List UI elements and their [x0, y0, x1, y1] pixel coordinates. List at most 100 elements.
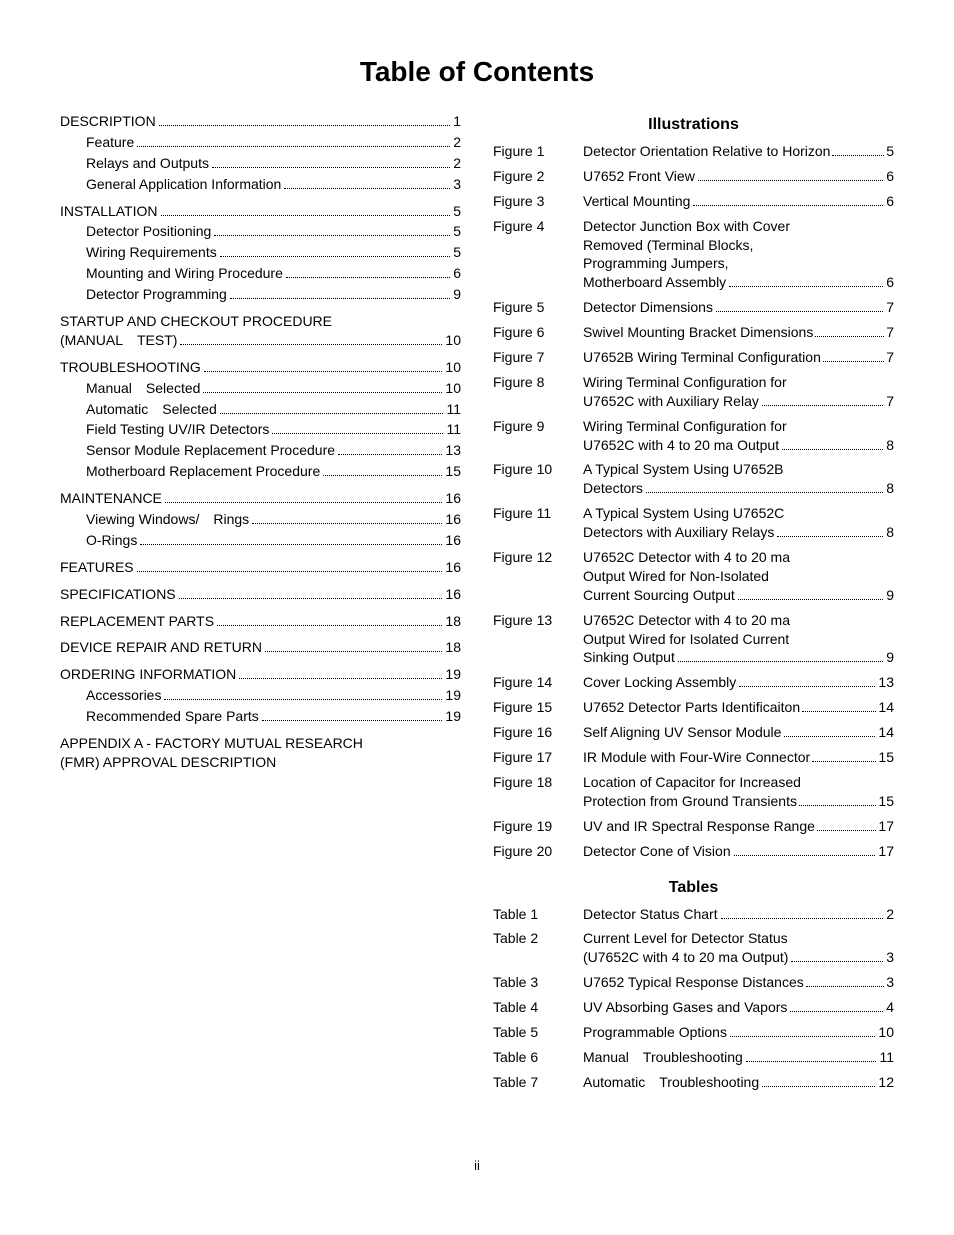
figure-row: Figure 18Location of Capacitor for Incre… — [493, 773, 894, 811]
toc-page: 3 — [453, 175, 461, 194]
figure-body: U7652C Detector with 4 to 20 maOutput Wi… — [583, 548, 894, 605]
leader — [762, 1086, 875, 1087]
toc-page: 13 — [445, 441, 461, 460]
figure-text: UV and IR Spectral Response Range — [583, 817, 815, 836]
leader — [817, 830, 877, 831]
page-number: ii — [60, 1158, 894, 1173]
toc-label: Detector Positioning — [86, 222, 211, 241]
table-page: 10 — [878, 1023, 894, 1042]
toc-entry: General Application Information3 — [60, 175, 461, 194]
toc-label: Wiring Requirements — [86, 243, 217, 262]
table-row: Table 5Programmable Options10 — [493, 1023, 894, 1042]
toc-label: Feature — [86, 133, 134, 152]
figure-text: Detectors — [583, 479, 643, 498]
figure-text: Self Aligning UV Sensor Module — [583, 723, 781, 742]
figure-key: Figure 5 — [493, 298, 583, 317]
figure-body: Cover Locking Assembly13 — [583, 673, 894, 692]
leader — [140, 543, 442, 545]
toc-label: REPLACEMENT PARTS — [60, 612, 214, 631]
figure-key: Figure 6 — [493, 323, 583, 342]
figure-row: Figure 5Detector Dimensions7 — [493, 298, 894, 317]
leader — [137, 570, 443, 572]
figure-text: Detector Cone of Vision — [583, 842, 731, 861]
figure-row: Figure 1Detector Orientation Relative to… — [493, 142, 894, 161]
figure-text: A Typical System Using U7652B — [583, 460, 894, 479]
figure-text: Output Wired for Non-Isolated — [583, 567, 894, 586]
toc-entry: Feature2 — [60, 133, 461, 152]
table-row: Table 1Detector Status Chart2 — [493, 905, 894, 924]
figure-key: Figure 10 — [493, 460, 583, 498]
figure-text: U7652 Front View — [583, 167, 695, 186]
figure-key: Figure 13 — [493, 611, 583, 668]
figure-text: U7652C with Auxiliary Relay — [583, 392, 759, 411]
page-title: Table of Contents — [60, 56, 894, 88]
figure-body: A Typical System Using U7652CDetectors w… — [583, 504, 894, 542]
toc-entry: FEATURES16 — [60, 558, 461, 577]
toc-entry: Relays and Outputs2 — [60, 154, 461, 173]
figure-row: Figure 19UV and IR Spectral Response Ran… — [493, 817, 894, 836]
figure-key: Figure 7 — [493, 348, 583, 367]
table-text: UV Absorbing Gases and Vapors — [583, 998, 787, 1017]
appendix-line1: APPENDIX A - FACTORY MUTUAL RESEARCH — [60, 734, 461, 753]
table-key: Table 5 — [493, 1023, 583, 1042]
figure-body: IR Module with Four-Wire Connector15 — [583, 748, 894, 767]
figure-page: 7 — [886, 348, 894, 367]
leader — [262, 719, 443, 721]
leader — [323, 474, 442, 476]
figure-body: UV and IR Spectral Response Range17 — [583, 817, 894, 836]
table-body: Manual Troubleshooting11 — [583, 1048, 894, 1067]
leader — [137, 145, 450, 147]
leader — [730, 1036, 875, 1037]
figure-text: Swivel Mounting Bracket Dimensions — [583, 323, 813, 342]
toc-entry: REPLACEMENT PARTS18 — [60, 612, 461, 631]
table-page: 3 — [886, 973, 894, 992]
figure-text: IR Module with Four-Wire Connector — [583, 748, 810, 767]
figure-key: Figure 12 — [493, 548, 583, 605]
toc-page: 2 — [453, 154, 461, 173]
table-row: Table 4UV Absorbing Gases and Vapors4 — [493, 998, 894, 1017]
toc-entry: DEVICE REPAIR AND RETURN18 — [60, 638, 461, 657]
toc-entry: Viewing Windows/ Rings16 — [60, 510, 461, 529]
table-body: UV Absorbing Gases and Vapors4 — [583, 998, 894, 1017]
toc-label: DEVICE REPAIR AND RETURN — [60, 638, 262, 657]
figure-row: Figure 20Detector Cone of Vision17 — [493, 842, 894, 861]
figure-body: U7652C Detector with 4 to 20 maOutput Wi… — [583, 611, 894, 668]
figure-text: Removed (Terminal Blocks, — [583, 236, 894, 255]
figure-body: Self Aligning UV Sensor Module14 — [583, 723, 894, 742]
figure-row: Figure 9Wiring Terminal Configuration fo… — [493, 417, 894, 455]
leader — [806, 986, 884, 987]
figure-text: U7652C with 4 to 20 ma Output — [583, 436, 779, 455]
figure-page: 7 — [886, 323, 894, 342]
leader — [815, 336, 884, 337]
figure-page: 9 — [886, 648, 894, 667]
table-body: U7652 Typical Response Distances3 — [583, 973, 894, 992]
toc-entry: Sensor Module Replacement Procedure13 — [60, 441, 461, 460]
figure-key: Figure 17 — [493, 748, 583, 767]
figure-body: U7652 Detector Parts Identificaiton14 — [583, 698, 894, 717]
toc-page: 9 — [453, 285, 461, 304]
figure-row: Figure 4Detector Junction Box with Cover… — [493, 217, 894, 293]
figure-text: Current Sourcing Output — [583, 586, 735, 605]
table-text: Manual Troubleshooting — [583, 1048, 743, 1067]
figure-text: U7652B Wiring Terminal Configuration — [583, 348, 821, 367]
toc-label: TROUBLESHOOTING — [60, 358, 201, 377]
figure-key: Figure 15 — [493, 698, 583, 717]
table-key: Table 2 — [493, 929, 583, 967]
leader — [203, 391, 442, 393]
figure-text: Detectors with Auxiliary Relays — [583, 523, 774, 542]
figure-row: Figure 7U7652B Wiring Terminal Configura… — [493, 348, 894, 367]
figure-page: 8 — [886, 436, 894, 455]
leader — [161, 214, 451, 216]
toc-label: INSTALLATION — [60, 202, 158, 221]
figure-page: 13 — [878, 673, 894, 692]
figure-page: 6 — [886, 167, 894, 186]
figure-text: Detector Junction Box with Cover — [583, 217, 894, 236]
leader — [239, 677, 442, 679]
figure-key: Figure 16 — [493, 723, 583, 742]
toc-label: Automatic Selected — [86, 400, 217, 419]
figure-row: Figure 10A Typical System Using U7652BDe… — [493, 460, 894, 498]
toc-page: 16 — [445, 489, 461, 508]
figure-body: Location of Capacitor for IncreasedProte… — [583, 773, 894, 811]
table-key: Table 1 — [493, 905, 583, 924]
figure-body: U7652B Wiring Terminal Configuration 7 — [583, 348, 894, 367]
